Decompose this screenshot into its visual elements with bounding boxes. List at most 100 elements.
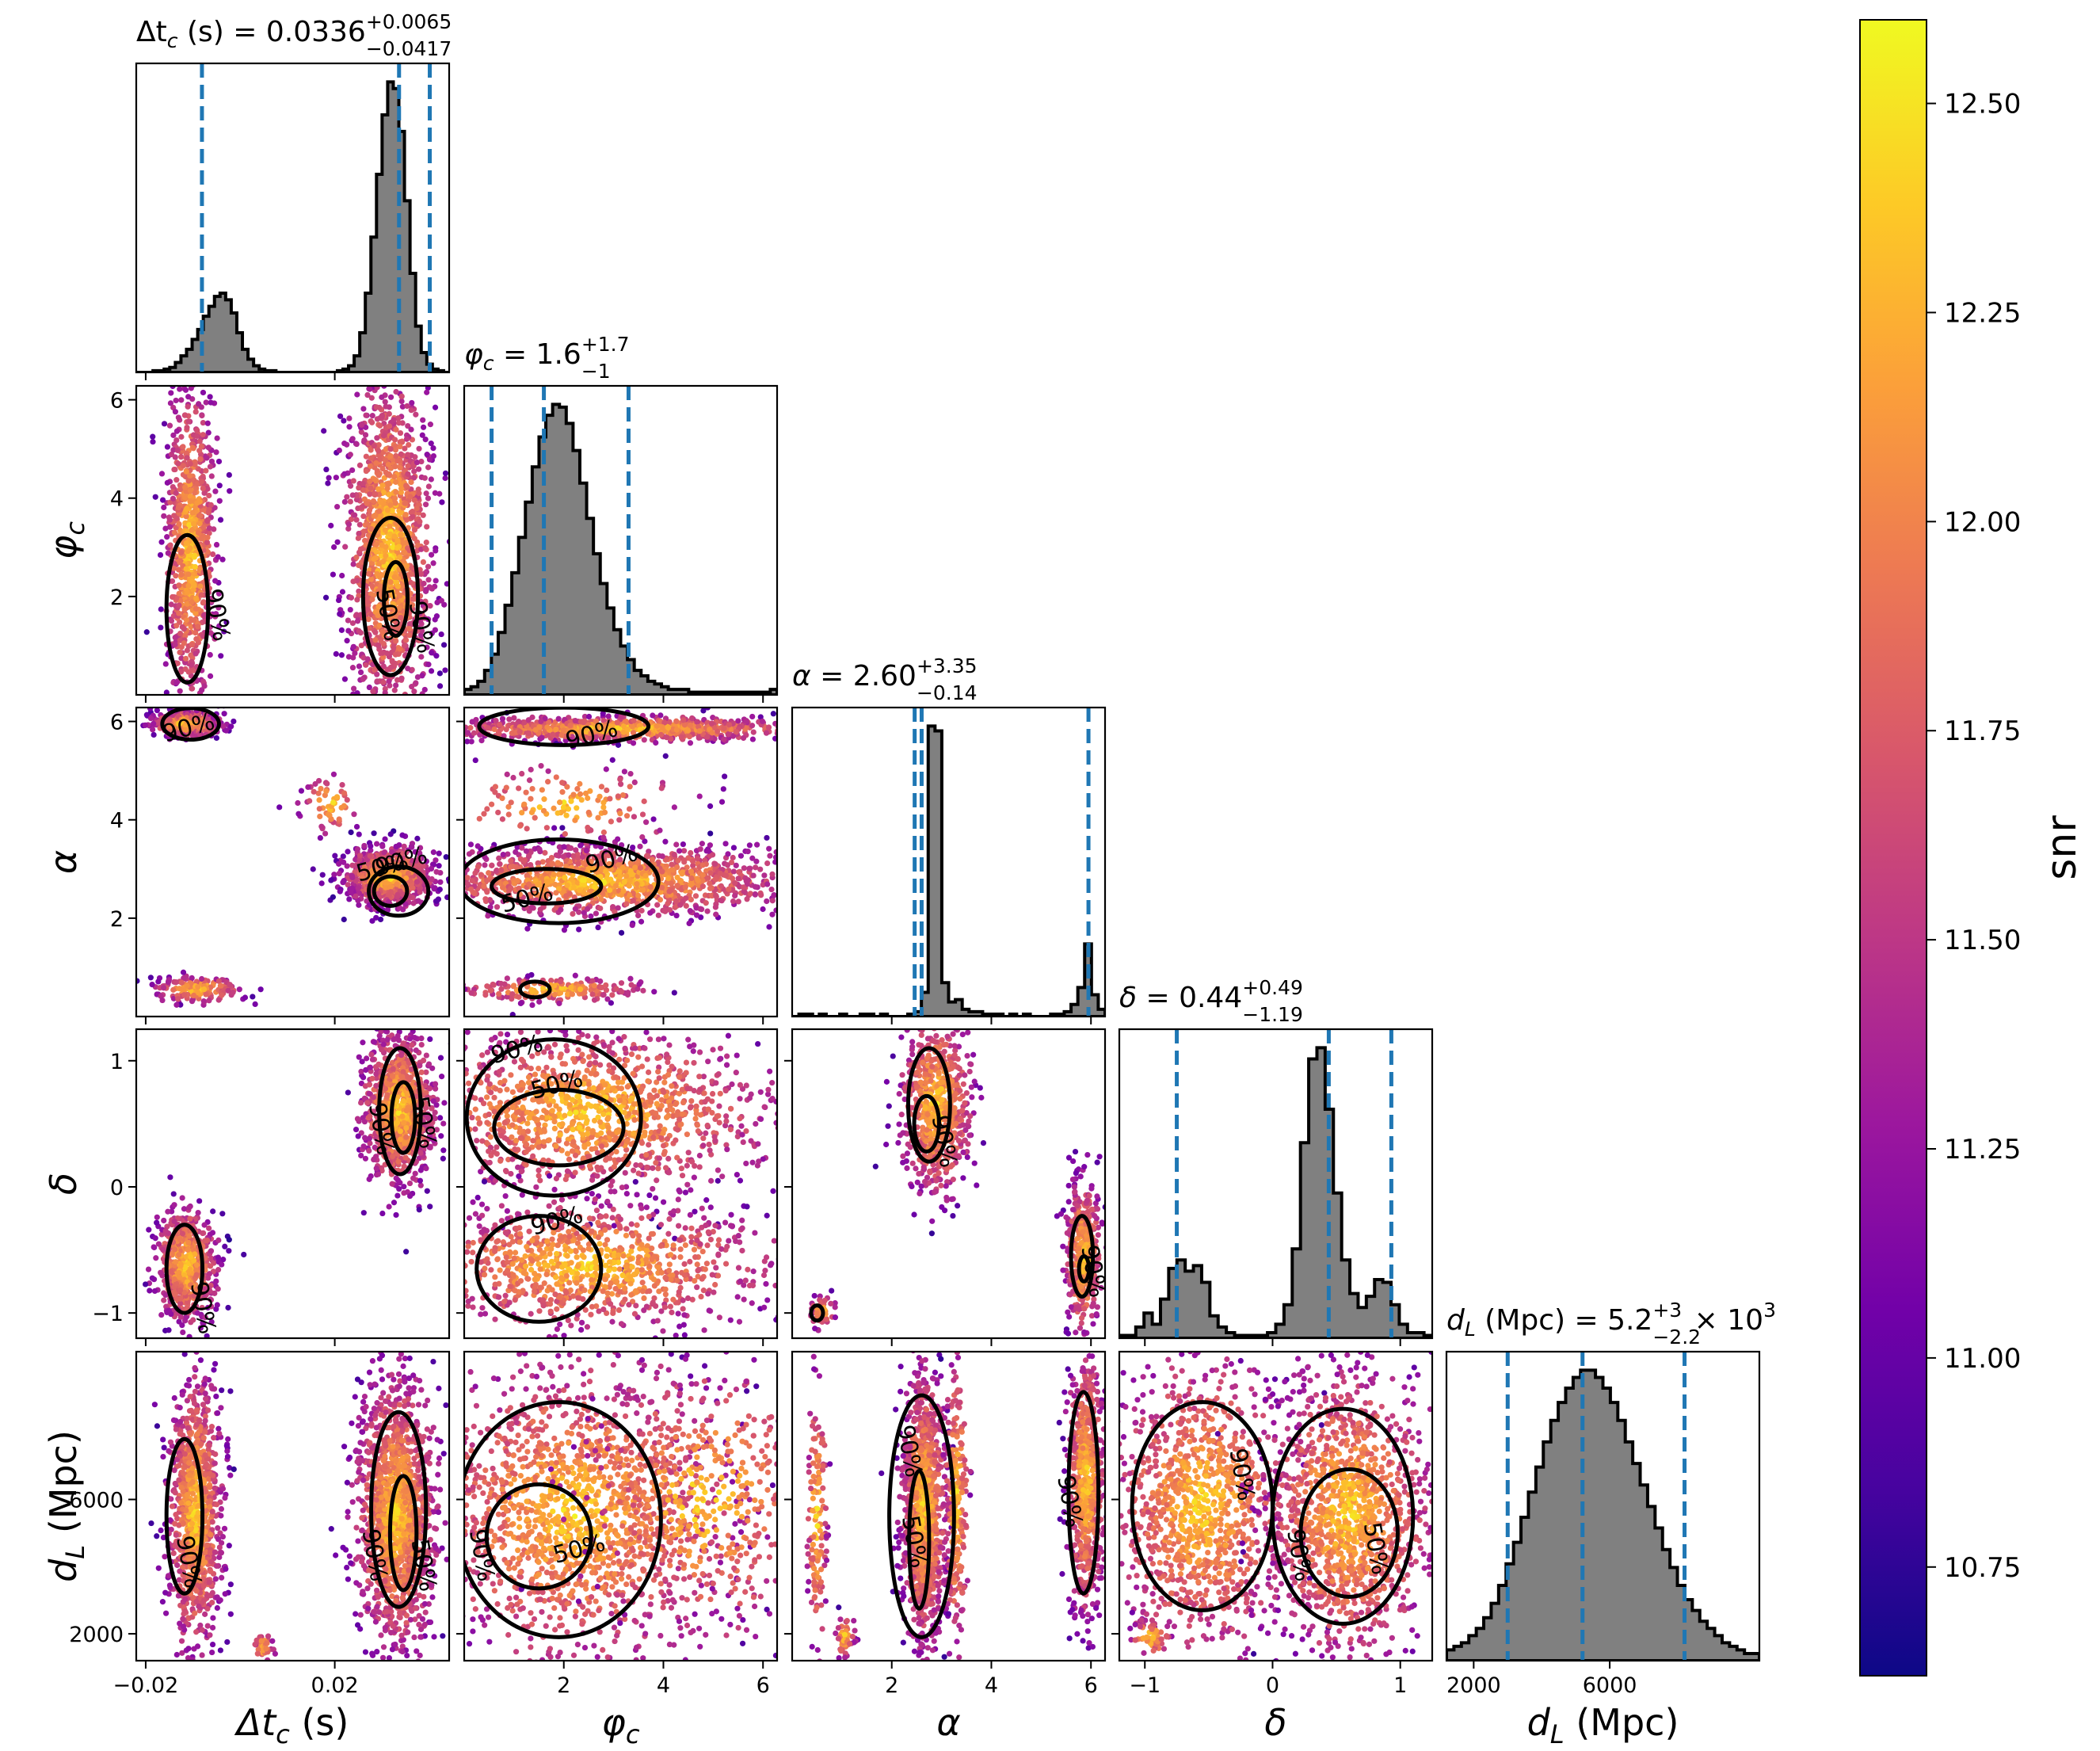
scatter-point [191,699,196,704]
scatter-point [453,734,459,740]
scatter-point [696,728,703,734]
scatter-point [368,869,374,876]
scatter-point [471,730,477,736]
scatter-point [432,404,439,410]
scatter-point [178,397,185,403]
scatter-point [173,397,179,404]
scatter-point [192,630,199,636]
scatter-point [178,979,185,986]
scatter-point [602,723,609,731]
scatter-point [204,486,211,492]
scatter-point [418,458,425,465]
scatter-point [390,696,395,702]
scatter-point [368,455,375,461]
scatter-point [356,831,362,837]
scatter-point [161,421,168,427]
panel-content [136,63,449,372]
scatter-point [183,513,189,520]
scatter-point [349,620,356,627]
scatter-point [418,570,425,578]
scatter-point [673,727,680,733]
scatter-point [181,606,188,612]
scatter-point [357,704,363,709]
scatter-point [398,393,405,399]
scatter-point [315,777,322,784]
scatter-point [326,812,333,818]
scatter-point [661,719,668,726]
scatter-point [386,410,392,417]
scatter-point [415,726,421,731]
scatter-point [442,475,448,482]
scatter-point [184,647,190,654]
scatter-point [188,724,194,731]
scatter-point [175,414,181,421]
scatter-point [421,580,427,587]
scatter-point [339,781,345,788]
scatter-point [404,563,410,569]
scatter-point [242,994,249,1001]
scatter-point [428,735,433,741]
scatter-point [376,622,383,629]
scatter-point [319,872,326,878]
scatter-point [208,502,214,508]
scatter-point [198,443,204,450]
scatter-point [330,544,337,551]
scatter-point [394,537,401,544]
scatter-point [393,489,399,495]
scatter-point [770,711,776,717]
scatter-point [231,718,237,725]
scatter-point [191,582,197,589]
scatter-point [420,512,426,518]
scatter-point [411,689,417,695]
scatter-point [204,740,209,746]
scatter-point [673,718,680,724]
panel-content: 90%90%50% [143,380,455,764]
scatter-point [605,735,612,742]
scatter-point [371,555,377,563]
scatter-point [615,725,621,731]
scatter-point [147,708,154,711]
scatter-point [166,736,173,742]
scatter-point [449,512,455,517]
scatter-point [380,654,387,661]
panel-phi-phi [463,384,779,703]
scatter-point [417,632,425,639]
scatter-point [382,715,387,721]
scatter-point [416,490,422,497]
scatter-point [185,478,192,484]
scatter-point [214,746,219,751]
scatter-point [360,708,366,713]
scatter-point [176,590,182,597]
scatter-point [389,659,396,666]
scatter-point [335,597,342,604]
title-symbol: Δt [136,16,167,48]
scatter-point [203,467,209,474]
scatter-point [407,735,413,741]
scatter-point [375,452,382,459]
scatter-point [374,380,379,385]
scatter-point [373,758,379,764]
scatter-point [650,712,656,719]
scatter-point [190,586,196,593]
scatter-point [172,409,179,415]
scatter-point [225,987,231,994]
scatter-point [356,724,362,730]
scatter-point [426,729,432,734]
scatter-point [436,683,444,689]
scatter-point [410,730,416,735]
scatter-point [159,497,166,503]
scatter-point [427,730,433,735]
scatter-point [369,596,375,603]
scatter-point [379,712,384,718]
scatter-point [405,463,411,469]
scatter-point [827,724,833,730]
scatter-point [436,490,443,497]
scatter-point [593,718,600,724]
scatter-point [694,719,701,725]
scatter-point [442,667,448,673]
scatter-point [163,689,170,695]
scatter-point [331,872,337,878]
scatter-point [189,715,195,721]
scatter-point [372,629,379,635]
scatter-point [207,464,214,470]
